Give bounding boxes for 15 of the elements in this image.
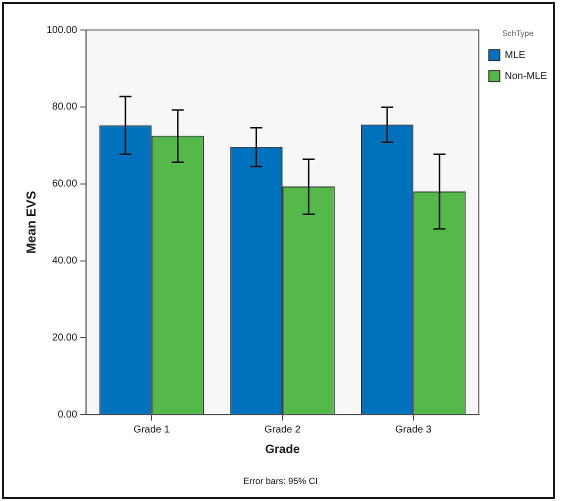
x-tick-label: Grade 2 (264, 424, 301, 436)
y-tick-label: 60.00 (52, 178, 78, 190)
y-tick-label: 0.00 (58, 409, 78, 420)
x-axis-title: Grade (265, 442, 300, 456)
y-tick-label: 100.00 (46, 24, 78, 36)
legend-label: MLE (504, 50, 526, 61)
text: Error bars: 95% CI (242, 476, 319, 486)
legend-title: SchType (502, 29, 534, 38)
y-tick-label: 20.00 (52, 332, 78, 344)
y-tick-label: 80.00 (52, 102, 78, 113)
y-axis-title: Mean EVS (23, 190, 38, 254)
x-tick-label: Grade 3 (395, 424, 432, 436)
x-tick-label: Grade 1 (134, 424, 170, 436)
legend-label: Non-MLE (504, 70, 548, 82)
y-tick-label: 40.00 (52, 256, 78, 267)
